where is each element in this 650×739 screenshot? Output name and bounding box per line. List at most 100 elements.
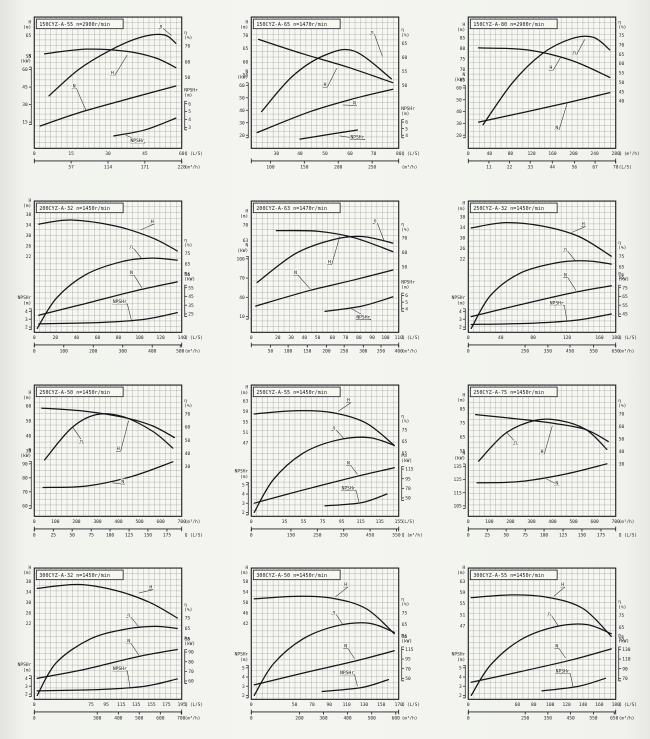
curve-label-η: η — [131, 245, 134, 250]
left-axis-tick: 65 — [459, 78, 465, 84]
x-tick-row1: 80 — [116, 335, 122, 341]
bracket-line — [401, 292, 405, 312]
curve-label-leader — [112, 482, 126, 484]
curve-label-H: H — [117, 446, 120, 452]
x-tick-row2: 550 — [589, 716, 597, 722]
left-axis-tick: 70 — [243, 33, 249, 39]
pump-curve-chart-11: 300CYZ-A-50 n=1450r/minH(m)5854504642NPS… — [235, 565, 420, 722]
curve-label-NPSHr: NPSHr — [113, 666, 127, 672]
x-tick-row1: 60 — [330, 335, 336, 341]
left-axis-tick: 2 — [242, 510, 245, 516]
right-axis-tick: 60 — [189, 679, 195, 685]
curve-label-N: N — [294, 270, 297, 276]
x-tick-row1: 40 — [486, 151, 492, 157]
x-tick-row2: 100 — [60, 348, 68, 354]
x-tick-row1: 15 — [69, 151, 75, 157]
right-axis-tick: 45 — [189, 294, 195, 300]
right-axis-tick: 30 — [618, 461, 624, 467]
left-axis-tick: 58 — [243, 579, 249, 585]
right-axis-head: Pa — [185, 271, 191, 277]
left-axis-tick: 55 — [243, 419, 249, 425]
x-tick-row1: 80 — [356, 335, 362, 341]
chart-title: 250CYZ-A-55 n=1450r/min — [256, 390, 327, 396]
right-axis-group-1: Pa(kW) 115 95 70 50 — [401, 634, 413, 683]
curve-label-NPSHr: NPSHr — [555, 669, 569, 675]
left-axis-tick: 75 — [459, 57, 465, 63]
left-axis-group-1: NPSHr(m) 5 4 3 2 — [451, 652, 466, 699]
curve-label-leader — [140, 223, 155, 230]
x-tick-row1: 200 — [506, 518, 514, 524]
curve-H — [36, 584, 179, 619]
left-axis-tick: 135 — [453, 464, 461, 470]
right-axis-tick: 60 — [185, 59, 191, 65]
right-axis-tick: 55 — [618, 275, 624, 281]
x-tick-row2: 400 — [343, 716, 351, 722]
x-tick-row2: 500 — [368, 716, 376, 722]
curve-label-leader — [347, 648, 355, 660]
x-tick-row1: 500 — [136, 518, 144, 524]
right-axis-head: (kW) — [185, 276, 196, 282]
x-tick-row1: 120 — [562, 702, 570, 708]
left-axis-tick: 85 — [459, 406, 465, 412]
x-unit-row1: Q (m³/h) — [618, 151, 639, 157]
bracket-line — [462, 85, 466, 139]
right-axis-tick: 4 — [189, 117, 192, 123]
right-axis-head: (%) — [618, 402, 626, 408]
right-axis-tick: 60 — [402, 250, 408, 256]
left-axis-head: (m) — [240, 213, 248, 219]
right-axis-tick: 40 — [185, 451, 191, 457]
x-tick-row1: 400 — [548, 518, 556, 524]
x-tick-row1: 115 — [118, 702, 126, 708]
right-axis-tick: 45 — [622, 311, 628, 317]
chart-title: 200CYZ-A-32 n=1450r/min — [40, 206, 111, 212]
x-unit-row1: Q (L/S) — [185, 151, 203, 157]
plot-area — [250, 384, 400, 517]
x-axis: 30 40 50 60 70 80 Q (L/S) 100 150 200 250 (m³/h) — [250, 151, 420, 171]
x-tick-row2: 125 — [559, 532, 567, 538]
plot-area — [467, 567, 616, 701]
right-axis-tick: 50 — [618, 80, 624, 86]
x-tick-row1: 700 — [178, 518, 186, 524]
x-tick-row2: 0 — [250, 532, 253, 538]
left-axis-tick: 4 — [25, 309, 28, 315]
chart-panel-9: 250CYZ-A-75 n=1450r/min H (m) 85 75 65 55 N (kW)… — [436, 378, 648, 546]
chart-panel-10: 300CYZ-A-32 n=1450r/min H (m) 38 34 30 26 22 NPS… — [2, 561, 214, 729]
curve-label-NPSHr: NPSHr — [356, 315, 370, 321]
curve-label-leader — [567, 277, 576, 291]
left-axis-tick: 115 — [453, 490, 461, 496]
pump-curve-chart-3: 150CYZ-A-80 n=2900r/minH(m)8580757065N(k… — [454, 16, 639, 171]
left-axis-tick: 3 — [459, 684, 462, 690]
left-axis-tick: 4 — [459, 309, 462, 315]
x-unit-row1: (m³/h) — [618, 518, 634, 524]
right-axis-head: (%) — [185, 607, 193, 613]
curve-label-leader — [335, 429, 345, 439]
left-axis-tick: 20 — [239, 133, 245, 139]
left-axis-group-1: NPSHr(m) 5 4 3 2 — [235, 468, 249, 516]
x-tick-row1: 35 — [282, 518, 288, 524]
right-axis-tick: 6 — [405, 120, 408, 126]
curve-label-η: η — [548, 612, 551, 617]
right-axis-head: η — [185, 398, 188, 403]
left-axis-tick: 4 — [25, 676, 28, 682]
curve-label-leader — [338, 401, 352, 412]
left-axis-tick: 59 — [243, 408, 249, 414]
left-axis-tick: 38 — [459, 214, 465, 220]
x-tick-row2: 300 — [119, 348, 127, 354]
x-tick-row1: 195 — [178, 702, 186, 708]
x-unit-row1: Q (L/S) — [618, 702, 636, 708]
x-tick-row2: 50 — [503, 532, 509, 538]
x-tick-row1: 155 — [395, 518, 403, 524]
left-axis-group-0: H(m) 63 59 55 51 47 — [240, 384, 248, 446]
right-axis-tick: 110 — [622, 657, 630, 663]
left-axis-tick: 60 — [239, 83, 245, 89]
curve-label-H: H — [324, 82, 327, 88]
curve-label-H: H — [540, 448, 543, 454]
plot-area — [467, 200, 616, 333]
left-axis-group-1: N(kW) 60 50 40 30 20 — [237, 69, 249, 139]
curve-label-η: η — [332, 611, 335, 616]
x-tick-row2: 100 — [540, 532, 548, 538]
right-axis-head: Pa — [401, 453, 407, 459]
left-axis-group-1: N(kW) 60 45 30 15 — [21, 54, 32, 126]
curve-N — [470, 284, 612, 318]
